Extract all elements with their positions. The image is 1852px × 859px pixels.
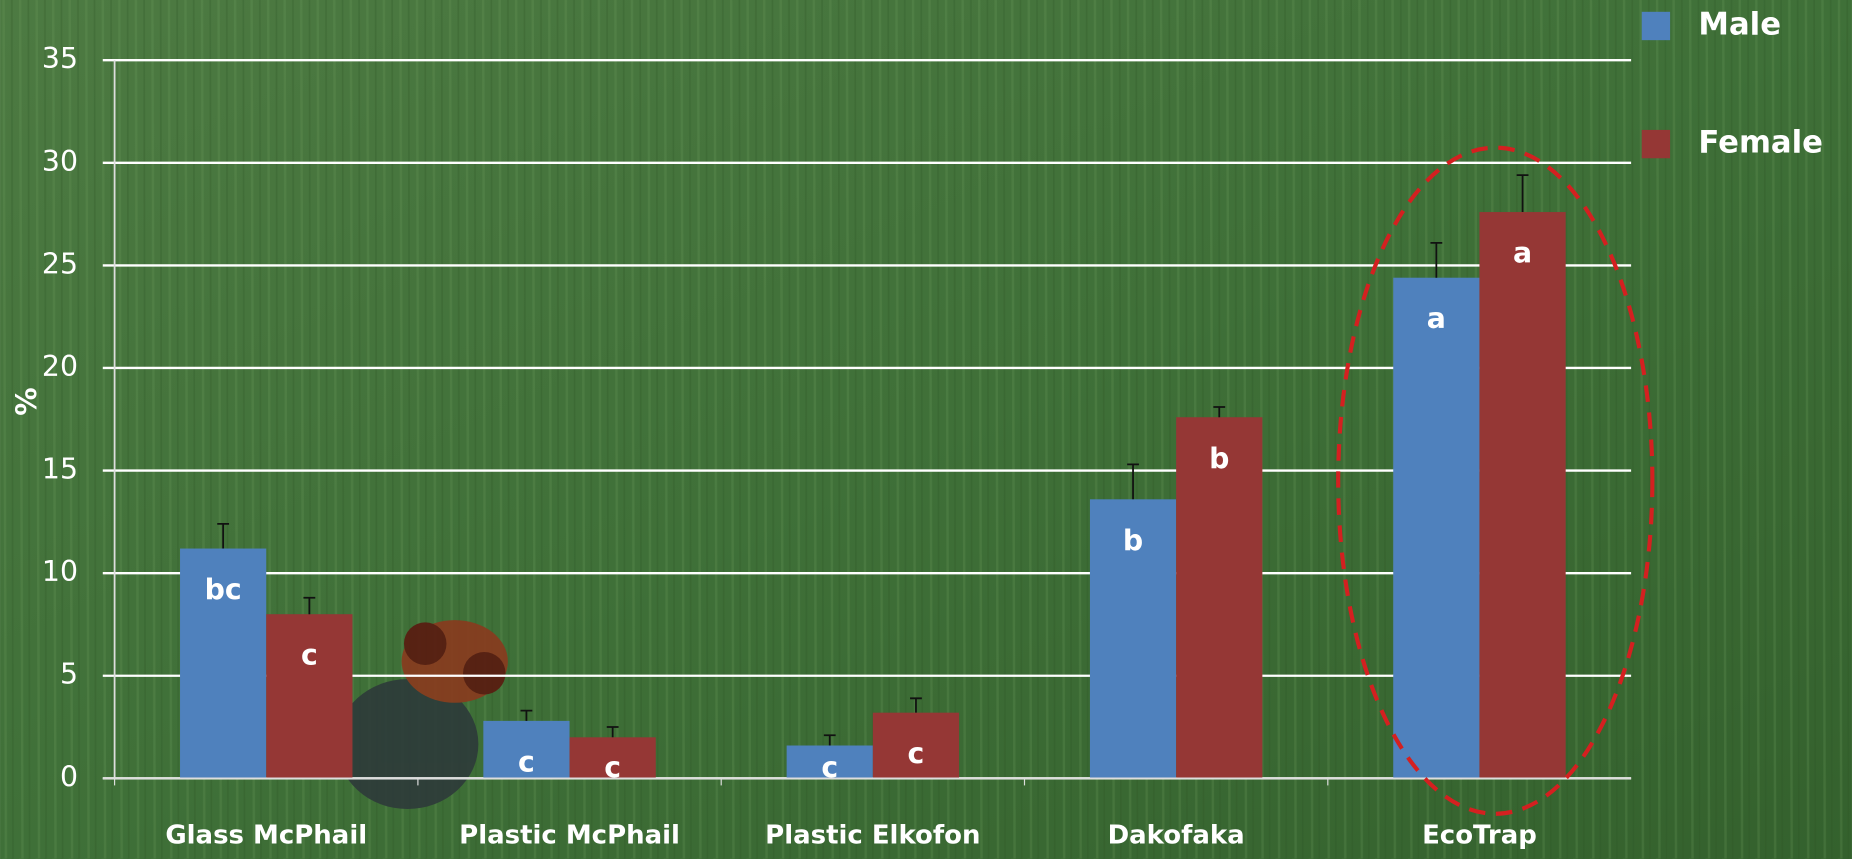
bar	[1176, 417, 1263, 779]
significance-letter: c	[821, 751, 838, 784]
significance-letter: a	[1427, 302, 1446, 335]
significance-letter: a	[1513, 237, 1532, 270]
bar	[1393, 277, 1480, 779]
y-tick-label: 30	[42, 145, 78, 178]
significance-letter: c	[908, 737, 925, 770]
significance-letter: c	[604, 751, 621, 784]
bar	[266, 614, 353, 779]
legend-label: Male	[1698, 7, 1781, 42]
y-tick-label: 5	[60, 658, 78, 691]
x-tick-label: Plastic McPhail	[459, 821, 680, 851]
significance-letter: b	[1123, 524, 1143, 557]
x-tick-label: Plastic Elkofon	[765, 821, 980, 851]
error-bar	[910, 697, 922, 713]
y-tick-label: 10	[42, 555, 78, 588]
bar	[180, 548, 267, 779]
significance-letter: c	[301, 639, 318, 672]
y-tick-label: 20	[42, 350, 78, 383]
bar	[1479, 212, 1566, 779]
error-bar	[823, 734, 836, 746]
bar	[569, 737, 656, 779]
y-tick-label: 25	[42, 247, 78, 280]
x-tick-label: Glass McPhail	[165, 821, 367, 851]
error-bar	[606, 726, 619, 738]
error-bar	[520, 709, 533, 721]
highlight-ellipse	[1336, 145, 1655, 816]
y-axis-label: %	[10, 387, 43, 415]
error-bar	[217, 523, 230, 549]
error-bar	[1127, 463, 1139, 500]
y-tick-label: 35	[42, 42, 78, 75]
legend-swatch	[1641, 129, 1671, 159]
bar	[1089, 499, 1177, 779]
error-bar	[1213, 406, 1226, 418]
x-tick-label: Dakofaka	[1108, 821, 1245, 851]
x-tick-label: EcoTrap	[1422, 821, 1537, 851]
error-bar	[1516, 174, 1529, 213]
bar	[786, 745, 873, 779]
error-bar	[303, 596, 316, 615]
bar	[872, 712, 960, 779]
error-bar	[1430, 241, 1443, 278]
significance-letter: bc	[205, 573, 242, 606]
y-tick-label: 15	[42, 453, 78, 486]
fly-decoration	[336, 620, 508, 810]
significance-letter: b	[1209, 442, 1229, 475]
bar	[483, 720, 570, 779]
significance-letter: c	[518, 745, 535, 778]
legend-swatch	[1641, 11, 1671, 41]
legend-label: Female	[1698, 126, 1823, 161]
y-tick-label: 0	[60, 760, 78, 793]
